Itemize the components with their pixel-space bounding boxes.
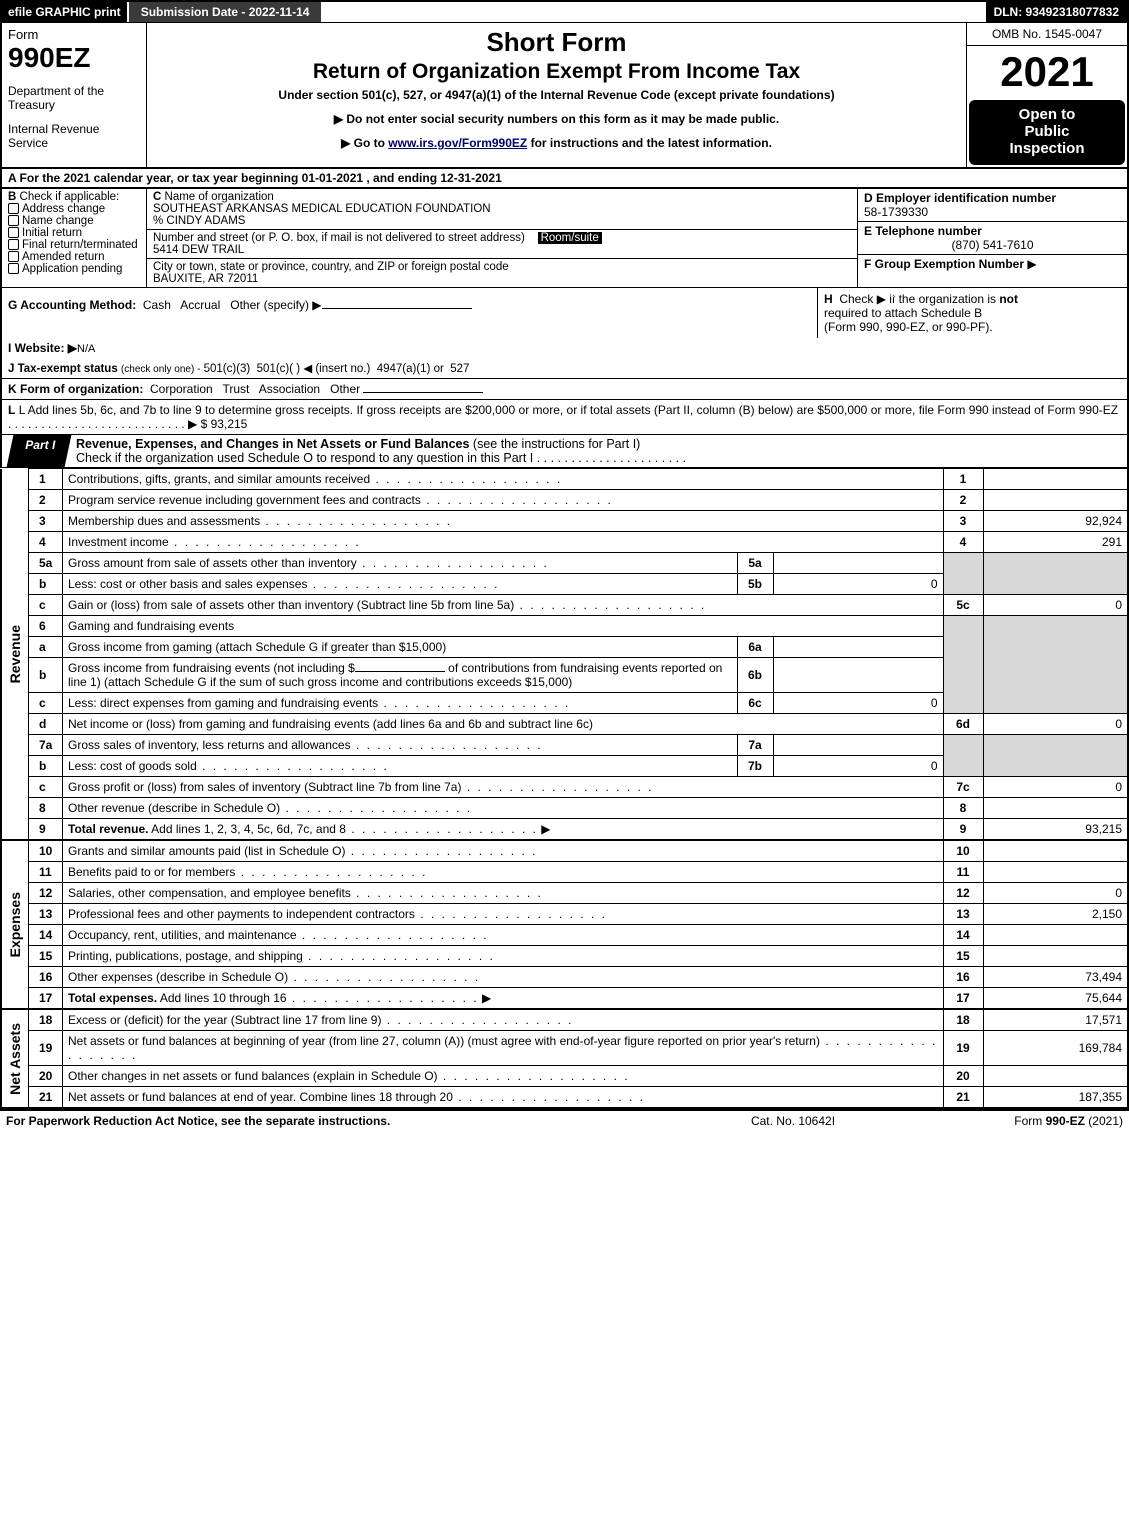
line-21: 21Net assets or fund balances at end of …: [1, 1087, 1128, 1109]
line-11: 11Benefits paid to or for members11: [1, 862, 1128, 883]
line-16-amount: 73,494: [983, 967, 1128, 988]
form-subtitle: Under section 501(c), 527, or 4947(a)(1)…: [157, 88, 956, 102]
line-19: 19Net assets or fund balances at beginni…: [1, 1031, 1128, 1066]
form-number: 990EZ: [8, 42, 140, 74]
row-l-gross-receipts: L L Add lines 5b, 6c, and 7b to line 9 t…: [0, 400, 1129, 435]
form-title-block: Short Form Return of Organization Exempt…: [147, 23, 967, 167]
catalog-number: Cat. No. 10642I: [663, 1114, 923, 1128]
line-2: 2Program service revenue including gover…: [1, 490, 1128, 511]
line-12: 12Salaries, other compensation, and empl…: [1, 883, 1128, 904]
care-of: % CINDY ADAMS: [153, 215, 245, 227]
form-id-block: Form 990EZ Department of the Treasury In…: [2, 23, 147, 167]
col-c: C Name of organization SOUTHEAST ARKANSA…: [147, 189, 857, 287]
checkbox-address-change[interactable]: [8, 203, 19, 214]
dept-treasury: Department of the Treasury: [8, 84, 140, 112]
line-20: 20Other changes in net assets or fund ba…: [1, 1066, 1128, 1087]
open-to-public: Open to Public Inspection: [969, 100, 1125, 165]
line-3: 3Membership dues and assessments392,924: [1, 511, 1128, 532]
city-state-zip: BAUXITE, AR 72011: [153, 273, 258, 285]
city-row: City or town, state or province, country…: [147, 259, 857, 287]
line-10: Expenses 10Grants and similar amounts pa…: [1, 840, 1128, 862]
org-name-row: C Name of organization SOUTHEAST ARKANSA…: [147, 189, 857, 230]
line-17: 17Total expenses. Add lines 10 through 1…: [1, 988, 1128, 1010]
paperwork-notice: For Paperwork Reduction Act Notice, see …: [6, 1114, 663, 1128]
goto-pre: ▶ Go to: [341, 136, 388, 150]
line-5c: cGain or (loss) from sale of assets othe…: [1, 595, 1128, 616]
accounting-method: G Accounting Method: Cash Accrual Other …: [2, 288, 817, 338]
line-15: 15Printing, publications, postage, and s…: [1, 946, 1128, 967]
row-k-org-form: K Form of organization: Corporation Trus…: [0, 379, 1129, 400]
line-19-amount: 169,784: [983, 1031, 1128, 1066]
checkbox-initial-return[interactable]: [8, 227, 19, 238]
row-j-tax-exempt: J Tax-exempt status (check only one) - 5…: [0, 358, 1129, 379]
ein-row: D Employer identification number 58-1739…: [858, 189, 1127, 222]
row-gh: G Accounting Method: Cash Accrual Other …: [0, 287, 1129, 338]
gross-receipts-value: $ 93,215: [201, 417, 248, 431]
other-specify-input[interactable]: [322, 308, 472, 309]
phone-value: (870) 541-7610: [864, 238, 1121, 252]
line-5a: 5aGross amount from sale of assets other…: [1, 553, 1128, 574]
ssn-warning: ▶ Do not enter social security numbers o…: [157, 112, 956, 126]
efile-header: efile GRAPHIC print Submission Date - 20…: [0, 0, 1129, 22]
netassets-side-label: Net Assets: [7, 1023, 23, 1095]
street-address: 5414 DEW TRAIL: [153, 244, 244, 256]
form-word: Form: [8, 27, 140, 42]
submission-date: Submission Date - 2022-11-14: [127, 2, 322, 22]
part-1-tab: Part I: [7, 435, 72, 467]
ein-value: 58-1739330: [864, 205, 928, 219]
line-13-amount: 2,150: [983, 904, 1128, 925]
part-1-table: Revenue 1Contributions, gifts, grants, a…: [0, 468, 1129, 1109]
line-9: 9Total revenue. Add lines 1, 2, 3, 4, 5c…: [1, 819, 1128, 841]
line-9-amount: 93,215: [983, 819, 1128, 841]
omb-number: OMB No. 1545-0047: [967, 23, 1127, 46]
schedule-b-check: H Check ▶ if the organization is not req…: [817, 288, 1127, 338]
row-i-website: I Website: ▶N/A: [0, 338, 1129, 358]
line-4-amount: 291: [983, 532, 1128, 553]
tax-year: 2021: [967, 46, 1127, 98]
checkbox-application-pending[interactable]: [8, 263, 19, 274]
line-6d: dNet income or (loss) from gaming and fu…: [1, 714, 1128, 735]
goto-link-line: ▶ Go to www.irs.gov/Form990EZ for instru…: [157, 136, 956, 150]
line-6: 6Gaming and fundraising events: [1, 616, 1128, 637]
efile-label: efile GRAPHIC print: [2, 2, 127, 22]
group-exemption-row: F Group Exemption Number ▶: [858, 255, 1127, 273]
dln: DLN: 93492318077832: [986, 2, 1127, 22]
col-b: B Check if applicable: Address change Na…: [2, 189, 147, 287]
col-def: D Employer identification number 58-1739…: [857, 189, 1127, 287]
line-8: 8Other revenue (describe in Schedule O)8: [1, 798, 1128, 819]
line-3-amount: 92,924: [983, 511, 1128, 532]
form-title: Return of Organization Exempt From Incom…: [157, 60, 956, 84]
street-row: Number and street (or P. O. box, if mail…: [147, 230, 857, 259]
line-1: Revenue 1Contributions, gifts, grants, a…: [1, 469, 1128, 490]
line-17-amount: 75,644: [983, 988, 1128, 1010]
line-7a: 7aGross sales of inventory, less returns…: [1, 735, 1128, 756]
line-13: 13Professional fees and other payments t…: [1, 904, 1128, 925]
part-1-header: Part I Revenue, Expenses, and Changes in…: [0, 435, 1129, 468]
revenue-side-label: Revenue: [7, 625, 23, 683]
irs-link[interactable]: www.irs.gov/Form990EZ: [388, 136, 527, 150]
dept-irs: Internal Revenue Service: [8, 122, 140, 150]
line-18-amount: 17,571: [983, 1009, 1128, 1031]
phone-row: E Telephone number (870) 541-7610: [858, 222, 1127, 255]
org-name: SOUTHEAST ARKANSAS MEDICAL EDUCATION FOU…: [153, 203, 491, 215]
form-ref: Form 990-EZ (2021): [923, 1114, 1123, 1128]
expenses-side-label: Expenses: [7, 892, 23, 957]
line-16: 16Other expenses (describe in Schedule O…: [1, 967, 1128, 988]
short-form-label: Short Form: [157, 27, 956, 58]
line-21-amount: 187,355: [983, 1087, 1128, 1109]
line-7c: cGross profit or (loss) from sales of in…: [1, 777, 1128, 798]
page-footer: For Paperwork Reduction Act Notice, see …: [0, 1109, 1129, 1131]
checkbox-amended-return[interactable]: [8, 251, 19, 262]
section-a: A For the 2021 calendar year, or tax yea…: [0, 169, 1129, 189]
form-header: Form 990EZ Department of the Treasury In…: [0, 22, 1129, 169]
checkbox-name-change[interactable]: [8, 215, 19, 226]
line-18: Net Assets 18Excess or (deficit) for the…: [1, 1009, 1128, 1031]
website-value: N/A: [77, 343, 95, 355]
checkbox-final-return[interactable]: [8, 239, 19, 250]
line-4: 4Investment income4291: [1, 532, 1128, 553]
block-bcdef: B Check if applicable: Address change Na…: [0, 189, 1129, 287]
form-right-block: OMB No. 1545-0047 2021 Open to Public In…: [967, 23, 1127, 167]
line-14: 14Occupancy, rent, utilities, and mainte…: [1, 925, 1128, 946]
goto-post: for instructions and the latest informat…: [527, 136, 772, 150]
